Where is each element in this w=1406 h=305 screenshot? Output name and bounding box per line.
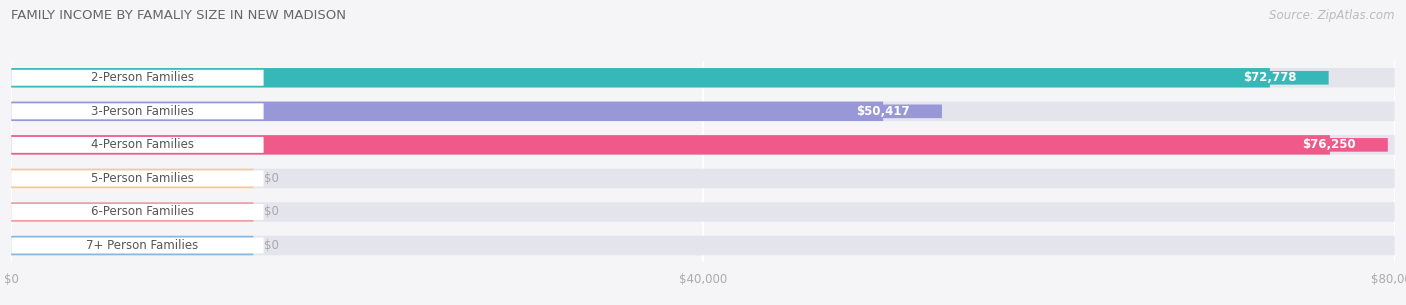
FancyBboxPatch shape bbox=[11, 202, 1395, 222]
FancyBboxPatch shape bbox=[11, 135, 1395, 155]
Text: $76,250: $76,250 bbox=[1302, 138, 1355, 151]
Text: FAMILY INCOME BY FAMALIY SIZE IN NEW MADISON: FAMILY INCOME BY FAMALIY SIZE IN NEW MAD… bbox=[11, 9, 346, 22]
Text: $0: $0 bbox=[264, 172, 280, 185]
Text: Source: ZipAtlas.com: Source: ZipAtlas.com bbox=[1270, 9, 1395, 22]
FancyBboxPatch shape bbox=[11, 202, 253, 222]
FancyBboxPatch shape bbox=[1270, 138, 1388, 152]
FancyBboxPatch shape bbox=[11, 102, 883, 121]
FancyBboxPatch shape bbox=[11, 102, 1395, 121]
Text: 5-Person Families: 5-Person Families bbox=[91, 172, 194, 185]
FancyBboxPatch shape bbox=[824, 105, 942, 118]
Text: 3-Person Families: 3-Person Families bbox=[91, 105, 194, 118]
FancyBboxPatch shape bbox=[11, 70, 263, 86]
FancyBboxPatch shape bbox=[1211, 71, 1329, 84]
Text: $72,778: $72,778 bbox=[1243, 71, 1296, 84]
FancyBboxPatch shape bbox=[11, 68, 1395, 88]
FancyBboxPatch shape bbox=[11, 170, 263, 186]
Text: $50,417: $50,417 bbox=[856, 105, 910, 118]
FancyBboxPatch shape bbox=[11, 238, 263, 253]
Text: $0: $0 bbox=[264, 239, 280, 252]
FancyBboxPatch shape bbox=[11, 169, 1395, 188]
Text: 4-Person Families: 4-Person Families bbox=[91, 138, 194, 151]
FancyBboxPatch shape bbox=[11, 103, 263, 119]
Text: 2-Person Families: 2-Person Families bbox=[91, 71, 194, 84]
FancyBboxPatch shape bbox=[11, 137, 263, 153]
FancyBboxPatch shape bbox=[11, 204, 263, 220]
FancyBboxPatch shape bbox=[11, 236, 253, 255]
FancyBboxPatch shape bbox=[11, 135, 1330, 155]
FancyBboxPatch shape bbox=[11, 68, 1270, 88]
Text: $0: $0 bbox=[264, 206, 280, 218]
FancyBboxPatch shape bbox=[11, 236, 1395, 255]
Text: 7+ Person Families: 7+ Person Families bbox=[86, 239, 198, 252]
Text: 6-Person Families: 6-Person Families bbox=[91, 206, 194, 218]
FancyBboxPatch shape bbox=[11, 169, 253, 188]
